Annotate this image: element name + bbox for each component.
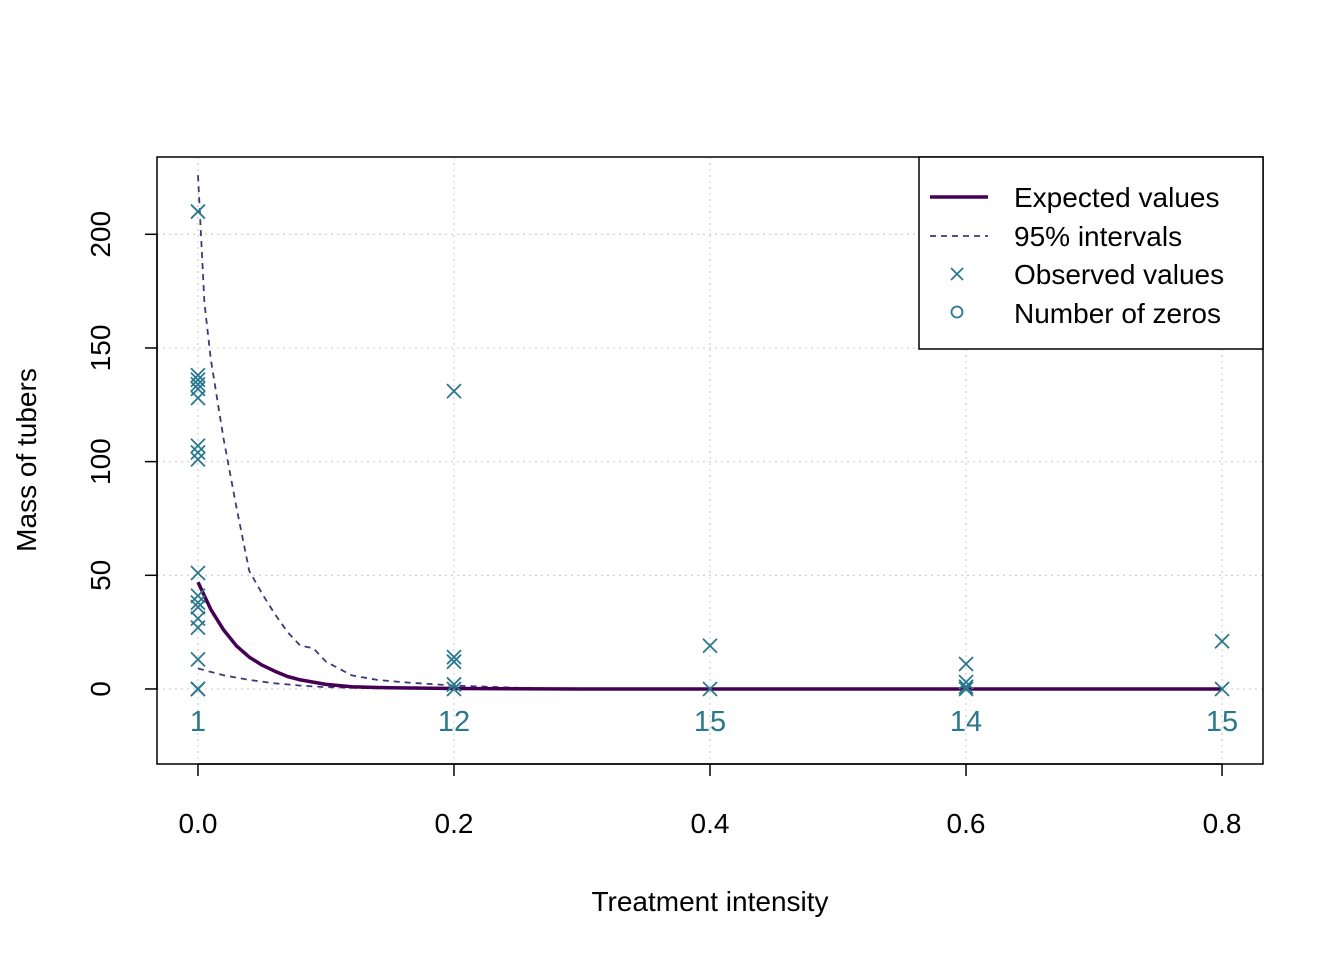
observed-point [190, 438, 206, 454]
y-axis: 0 50 100 150 200 [85, 211, 158, 697]
legend: Expected values 95% intervals Observed v… [918, 156, 1264, 350]
x-tick-label: 0.2 [435, 808, 474, 839]
observed-point [190, 376, 206, 392]
y-tick-label: 50 [85, 560, 116, 591]
observed-point [190, 651, 206, 668]
observed-point [190, 451, 206, 467]
observed-point [958, 656, 974, 672]
observed-point [190, 594, 206, 611]
observed-point [190, 599, 206, 615]
zero-count-label: 15 [694, 706, 726, 738]
x-tick-label: 0.8 [1203, 808, 1242, 839]
observed-point [190, 203, 206, 220]
observed-point [446, 654, 462, 670]
legend-zeros-label: Number of zeros [1014, 298, 1221, 329]
legend-expected-label: Expected values [1014, 182, 1219, 213]
observed-points [190, 203, 1230, 697]
legend-observed-label: Observed values [1014, 259, 1224, 290]
y-tick-label: 150 [85, 325, 116, 372]
y-axis-title: Mass of tubers [11, 368, 42, 552]
observed-point [446, 676, 462, 693]
legend-box [918, 156, 1264, 350]
x-axis-title: Treatment intensity [591, 886, 828, 917]
x-tick-label: 0.4 [691, 808, 730, 839]
zero-count-label: 1 [190, 706, 206, 738]
x-tick-label: 0.0 [178, 808, 217, 839]
legend-zeros-icon [950, 305, 964, 319]
legend-observed-icon [950, 267, 964, 281]
observed-point [446, 383, 462, 399]
observed-point [190, 444, 206, 461]
zero-count-label: 14 [950, 706, 982, 738]
zero-count-label: 15 [1206, 706, 1238, 738]
observed-point [1214, 681, 1230, 697]
observed-point [446, 681, 462, 697]
expected-values-line [196, 581, 1222, 691]
expected-line [196, 581, 1222, 691]
observed-point [958, 674, 974, 690]
observed-point [190, 619, 206, 636]
x-tick-label: 0.6 [947, 808, 986, 839]
zero-count-label: 12 [438, 706, 470, 738]
observed-point [190, 681, 206, 697]
observed-point [190, 390, 206, 406]
observed-point [958, 679, 974, 695]
zero-count-labels: 1 12 15 14 15 [190, 706, 1238, 738]
observed-point [958, 681, 974, 697]
legend-interval-label: 95% intervals [1014, 221, 1182, 252]
y-tick-label: 0 [85, 681, 116, 697]
observed-point [702, 638, 718, 654]
observed-point [190, 588, 206, 604]
observed-point [1214, 633, 1230, 649]
y-tick-label: 100 [85, 438, 116, 485]
x-axis: 0.0 0.2 0.4 0.6 0.8 [178, 763, 1242, 839]
observed-point [190, 565, 206, 581]
observed-point [702, 681, 718, 697]
y-tick-label: 200 [85, 211, 116, 258]
observed-point [446, 649, 462, 665]
